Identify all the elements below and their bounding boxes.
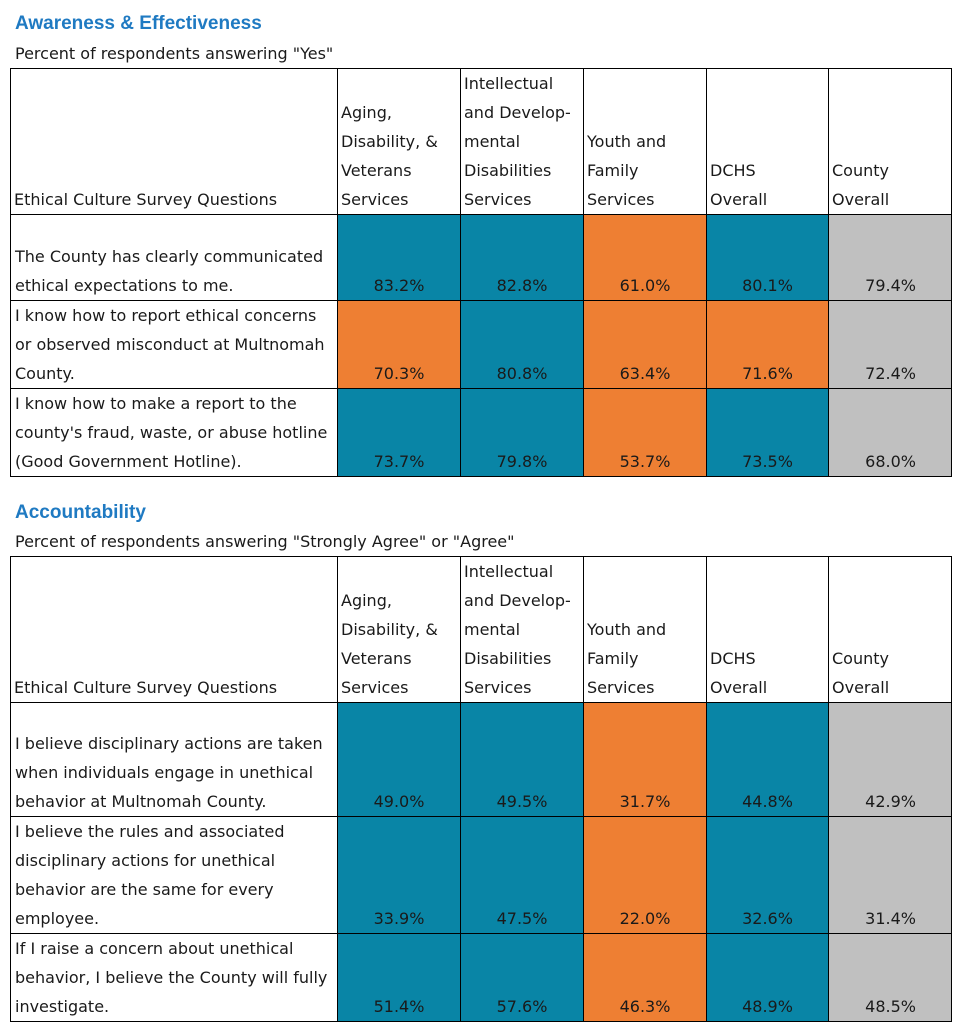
header-dchs-overall: DCHS Overall	[706, 68, 829, 215]
question-cell: I know how to report ethical concerns or…	[10, 300, 338, 389]
header-dchs-overall: DCHS Overall	[706, 556, 829, 703]
value-cell: 68.0%	[828, 388, 952, 477]
header-youth-family: Youth and Family Services	[583, 556, 707, 703]
value-cell: 47.5%	[460, 816, 584, 934]
question-cell: If I raise a concern about unethical beh…	[10, 933, 338, 1022]
header-aging-disability-veterans: Aging, Disability, & Veterans Services	[337, 68, 461, 215]
header-aging-disability-veterans: Aging, Disability, & Veterans Services	[337, 556, 461, 703]
section-subtitle-accountability: Percent of respondents answering "Strong…	[15, 532, 515, 551]
value-cell: 71.6%	[706, 300, 829, 389]
question-cell: The County has clearly communicated ethi…	[10, 214, 338, 301]
value-cell: 49.0%	[337, 702, 461, 817]
table-row: The County has clearly communicated ethi…	[10, 214, 952, 301]
awareness-table: Ethical Culture Survey Questions Aging, …	[10, 68, 952, 477]
question-cell: I know how to make a report to the count…	[10, 388, 338, 477]
value-cell: 80.8%	[460, 300, 584, 389]
value-cell: 73.7%	[337, 388, 461, 477]
value-cell: 83.2%	[337, 214, 461, 301]
header-questions: Ethical Culture Survey Questions	[10, 556, 338, 703]
header-county-overall: County Overall	[828, 556, 952, 703]
section-title-accountability: Accountability	[15, 502, 146, 523]
value-cell: 31.7%	[583, 702, 707, 817]
value-cell: 32.6%	[706, 816, 829, 934]
value-cell: 53.7%	[583, 388, 707, 477]
section-title-awareness: Awareness & Effectiveness	[15, 13, 262, 34]
table-header-row: Ethical Culture Survey Questions Aging, …	[10, 556, 952, 703]
header-intellectual-developmental: Intellectual and Develop- mental Disabil…	[460, 556, 584, 703]
value-cell: 49.5%	[460, 702, 584, 817]
value-cell: 80.1%	[706, 214, 829, 301]
header-county-overall: County Overall	[828, 68, 952, 215]
table-row: I know how to make a report to the count…	[10, 388, 952, 477]
accountability-table: Ethical Culture Survey Questions Aging, …	[10, 556, 952, 1022]
value-cell: 48.5%	[828, 933, 952, 1022]
value-cell: 70.3%	[337, 300, 461, 389]
table-row: I believe the rules and associated disci…	[10, 816, 952, 934]
value-cell: 73.5%	[706, 388, 829, 477]
table-row: If I raise a concern about unethical beh…	[10, 933, 952, 1022]
header-intellectual-developmental: Intellectual and Develop- mental Disabil…	[460, 68, 584, 215]
value-cell: 44.8%	[706, 702, 829, 817]
value-cell: 57.6%	[460, 933, 584, 1022]
question-cell: I believe disciplinary actions are taken…	[10, 702, 338, 817]
section-subtitle-awareness: Percent of respondents answering "Yes"	[15, 44, 334, 63]
header-youth-family: Youth and Family Services	[583, 68, 707, 215]
value-cell: 46.3%	[583, 933, 707, 1022]
value-cell: 51.4%	[337, 933, 461, 1022]
value-cell: 82.8%	[460, 214, 584, 301]
value-cell: 33.9%	[337, 816, 461, 934]
value-cell: 63.4%	[583, 300, 707, 389]
question-cell: I believe the rules and associated disci…	[10, 816, 338, 934]
table-row: I believe disciplinary actions are taken…	[10, 702, 952, 817]
value-cell: 31.4%	[828, 816, 952, 934]
table-row: I know how to report ethical concerns or…	[10, 300, 952, 389]
value-cell: 48.9%	[706, 933, 829, 1022]
value-cell: 42.9%	[828, 702, 952, 817]
value-cell: 79.4%	[828, 214, 952, 301]
value-cell: 72.4%	[828, 300, 952, 389]
value-cell: 61.0%	[583, 214, 707, 301]
table-header-row: Ethical Culture Survey Questions Aging, …	[10, 68, 952, 215]
value-cell: 79.8%	[460, 388, 584, 477]
value-cell: 22.0%	[583, 816, 707, 934]
header-questions: Ethical Culture Survey Questions	[10, 68, 338, 215]
